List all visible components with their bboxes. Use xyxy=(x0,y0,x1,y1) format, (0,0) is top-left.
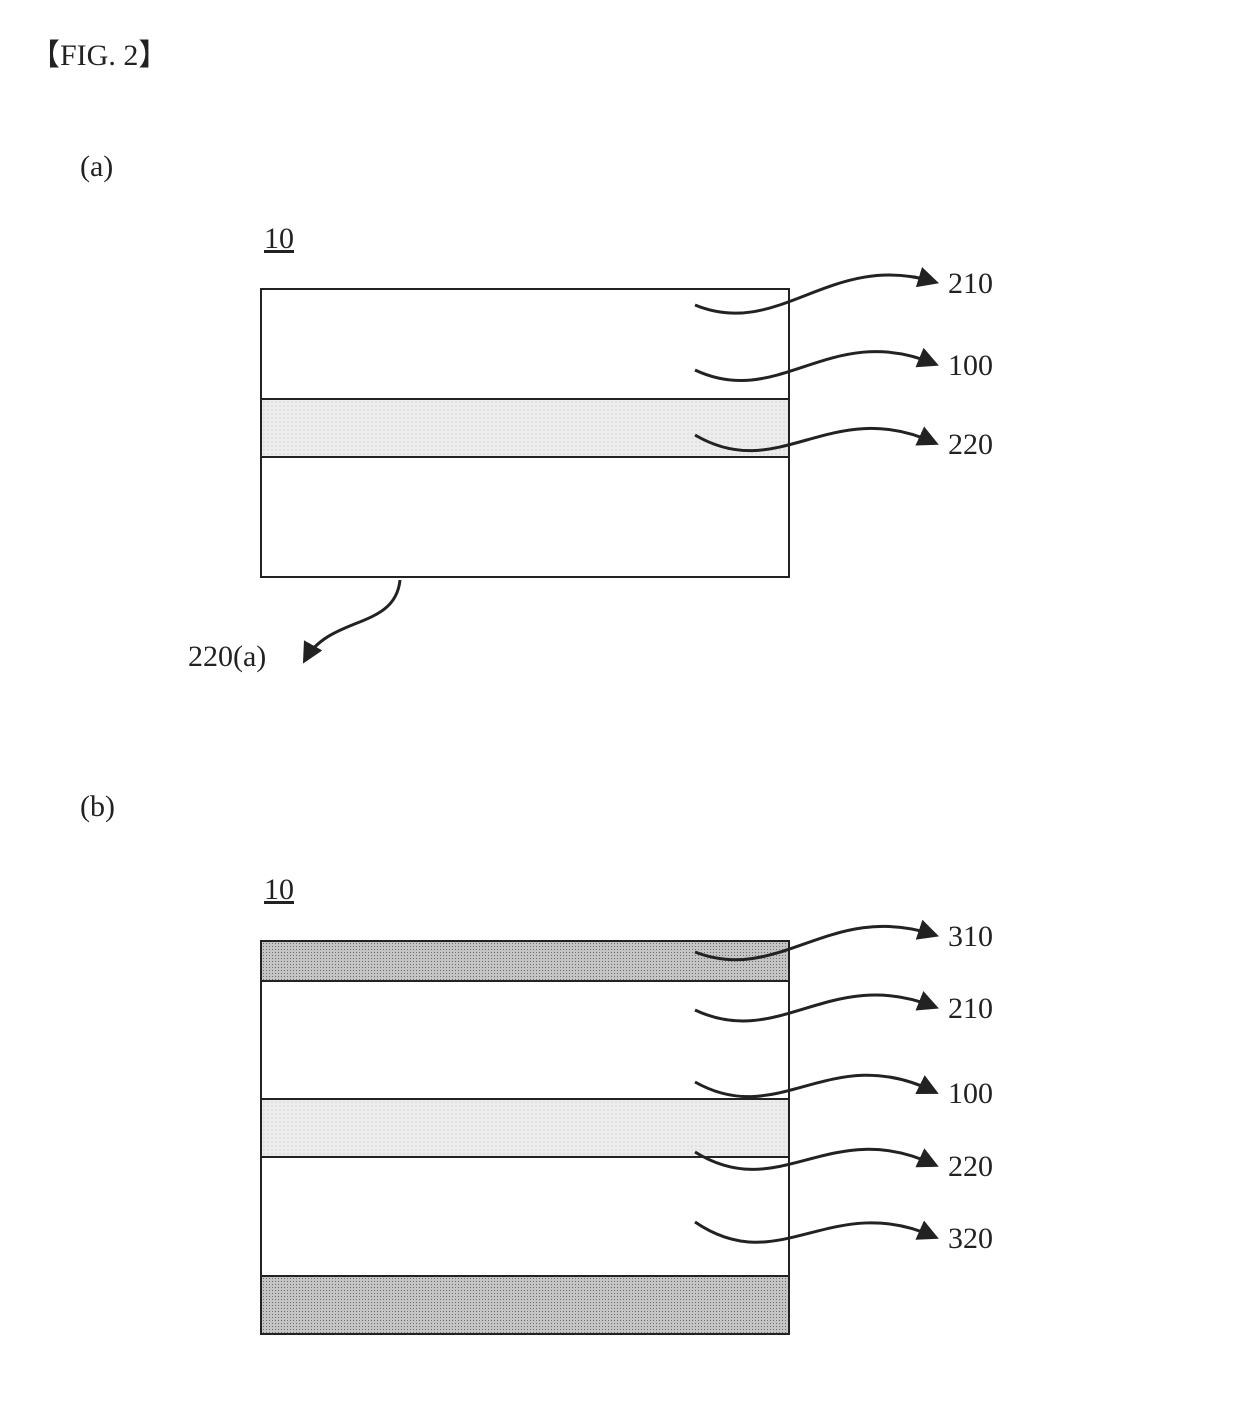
leader-b-320 xyxy=(0,0,1240,1428)
callout-b-320: 320 xyxy=(948,1222,993,1256)
